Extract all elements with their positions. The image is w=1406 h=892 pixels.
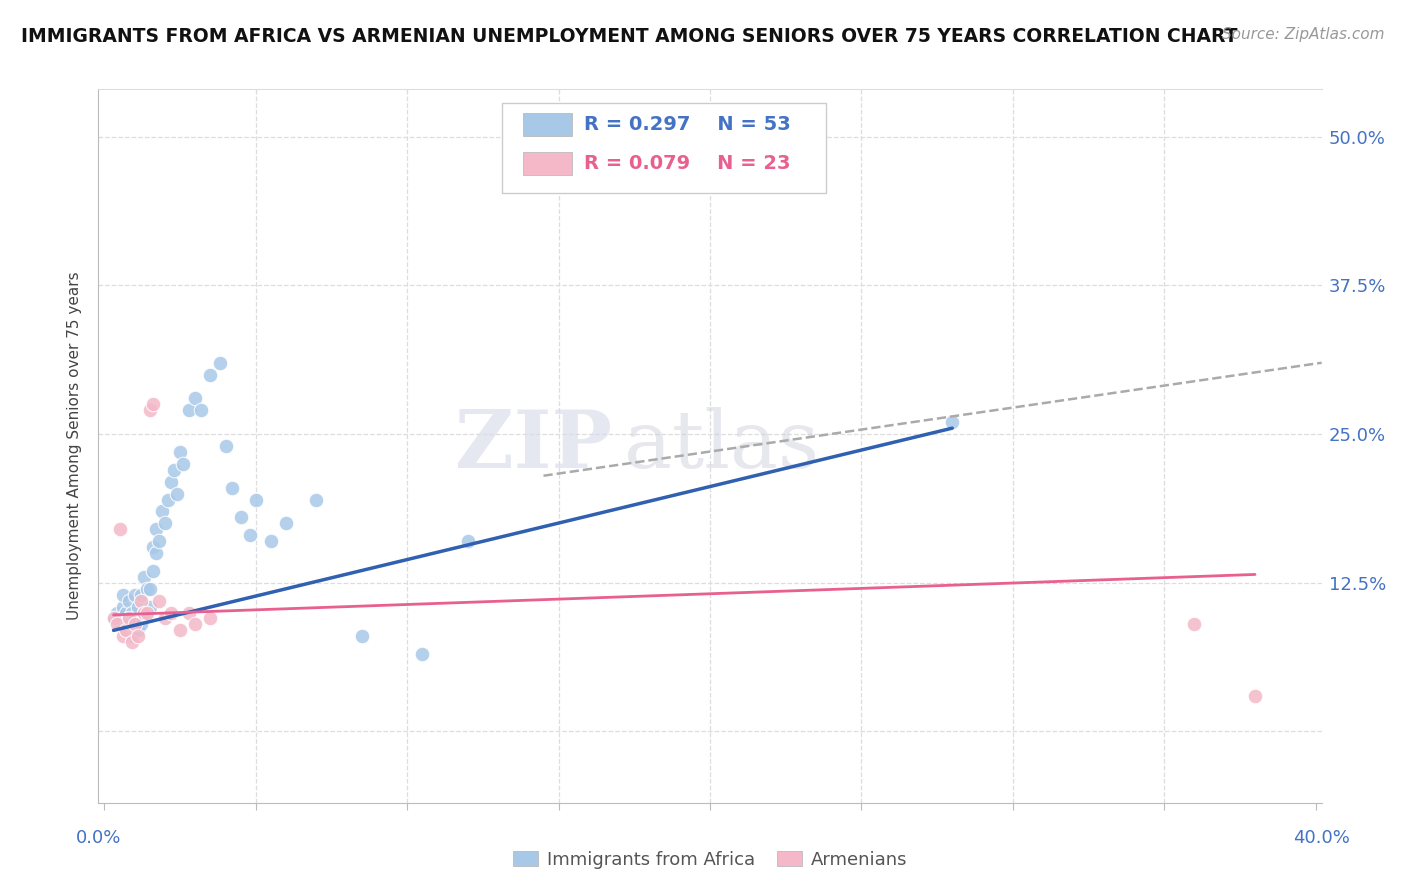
- Point: [1184, 617, 1206, 632]
- Point: [111, 629, 134, 643]
- Point: [184, 392, 207, 406]
- Point: [169, 624, 191, 638]
- Point: [124, 611, 146, 625]
- Point: [103, 611, 125, 625]
- Point: [200, 368, 222, 382]
- Point: [114, 624, 136, 638]
- Point: [121, 606, 143, 620]
- Text: 0.0%: 0.0%: [76, 830, 121, 847]
- Point: [124, 617, 146, 632]
- Point: [118, 611, 141, 625]
- Point: [118, 617, 141, 632]
- Point: [239, 528, 262, 542]
- Point: [153, 611, 176, 625]
- Text: atlas: atlas: [624, 407, 820, 485]
- Point: [118, 593, 141, 607]
- Point: [124, 588, 146, 602]
- Point: [135, 582, 157, 596]
- Point: [260, 534, 283, 549]
- Point: [132, 606, 155, 620]
- Point: [208, 356, 231, 370]
- Point: [145, 522, 167, 536]
- Point: [132, 606, 155, 620]
- Point: [172, 457, 194, 471]
- Point: [457, 534, 479, 549]
- Point: [114, 624, 136, 638]
- Point: [127, 599, 149, 614]
- Text: Source: ZipAtlas.com: Source: ZipAtlas.com: [1222, 27, 1385, 42]
- Text: IMMIGRANTS FROM AFRICA VS ARMENIAN UNEMPLOYMENT AMONG SENIORS OVER 75 YEARS CORR: IMMIGRANTS FROM AFRICA VS ARMENIAN UNEMP…: [21, 27, 1237, 45]
- Point: [114, 606, 136, 620]
- Text: ZIP: ZIP: [456, 407, 612, 485]
- Point: [129, 593, 152, 607]
- Point: [139, 582, 162, 596]
- Point: [184, 617, 207, 632]
- Point: [139, 599, 162, 614]
- Point: [135, 606, 157, 620]
- Point: [179, 403, 201, 417]
- Point: [190, 403, 212, 417]
- Point: [127, 624, 149, 638]
- Point: [157, 492, 180, 507]
- Point: [129, 617, 152, 632]
- Point: [105, 617, 128, 632]
- Point: [229, 510, 252, 524]
- Point: [111, 599, 134, 614]
- Point: [105, 606, 128, 620]
- Point: [135, 606, 157, 620]
- Text: 40.0%: 40.0%: [1294, 830, 1350, 847]
- Point: [245, 492, 267, 507]
- Point: [103, 611, 125, 625]
- Point: [200, 611, 222, 625]
- Point: [350, 629, 373, 643]
- Point: [142, 397, 165, 411]
- Point: [160, 606, 183, 620]
- Point: [127, 629, 149, 643]
- Point: [179, 606, 201, 620]
- Point: [214, 439, 236, 453]
- Point: [145, 546, 167, 560]
- Point: [163, 463, 186, 477]
- Point: [160, 475, 183, 489]
- Point: [411, 647, 433, 661]
- Point: [1244, 689, 1267, 703]
- Point: [142, 564, 165, 578]
- Point: [169, 445, 191, 459]
- Point: [276, 516, 298, 531]
- Point: [153, 516, 176, 531]
- Point: [941, 415, 963, 429]
- Point: [150, 504, 173, 518]
- FancyBboxPatch shape: [502, 103, 827, 193]
- Point: [142, 540, 165, 554]
- Point: [108, 617, 131, 632]
- Legend: Immigrants from Africa, Armenians: Immigrants from Africa, Armenians: [505, 844, 915, 876]
- Point: [148, 593, 170, 607]
- Y-axis label: Unemployment Among Seniors over 75 years: Unemployment Among Seniors over 75 years: [67, 272, 83, 620]
- Bar: [523, 152, 572, 175]
- Point: [121, 635, 143, 649]
- Point: [121, 629, 143, 643]
- Bar: [523, 112, 572, 136]
- Point: [166, 486, 188, 500]
- Point: [221, 481, 243, 495]
- Point: [108, 522, 131, 536]
- Text: R = 0.297    N = 53: R = 0.297 N = 53: [583, 115, 790, 134]
- Point: [148, 534, 170, 549]
- Point: [129, 588, 152, 602]
- Text: R = 0.079    N = 23: R = 0.079 N = 23: [583, 154, 790, 173]
- Point: [139, 403, 162, 417]
- Point: [132, 570, 155, 584]
- Point: [111, 588, 134, 602]
- Point: [305, 492, 328, 507]
